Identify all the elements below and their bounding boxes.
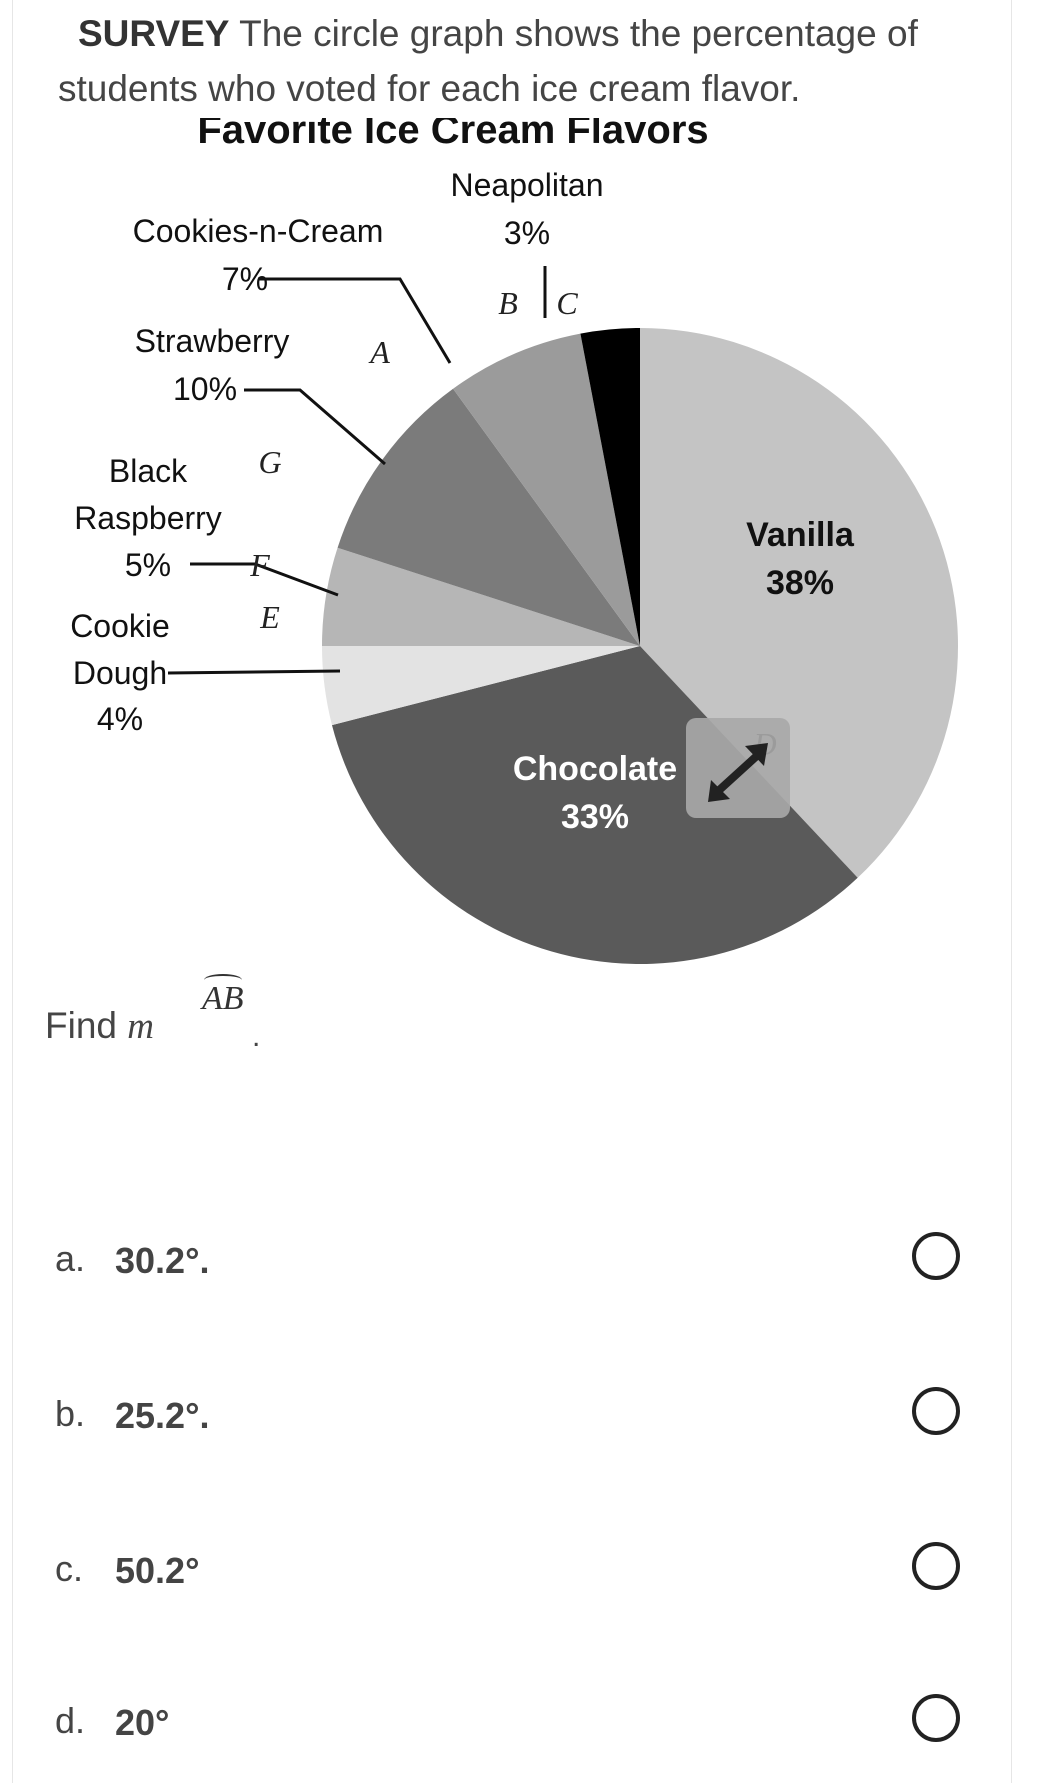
leader-line <box>244 388 386 466</box>
chart-title: Favorite Ice Cream Flavors <box>197 118 708 152</box>
radio-button[interactable] <box>912 1232 960 1280</box>
option-letter: b. <box>55 1393 86 1434</box>
point-label-g: G <box>258 444 281 480</box>
question-card: SURVEY The circle graph shows the percen… <box>12 0 1012 1783</box>
option-letter: c. <box>55 1548 84 1589</box>
measure-variable: m <box>127 1006 154 1047</box>
pie-slice-cookie-dough <box>322 646 640 726</box>
slice-label-value: 3% <box>504 215 550 251</box>
radio-button[interactable] <box>912 1694 960 1742</box>
radio-button[interactable] <box>912 1387 960 1435</box>
pie-slice-black-raspberry <box>322 547 640 646</box>
option-a[interactable]: a. 30.2°. <box>45 1230 965 1290</box>
slice-label-name: Neapolitan <box>451 167 604 203</box>
option-b[interactable]: b. 25.2°. <box>45 1385 965 1445</box>
option-letter: a. <box>55 1238 86 1279</box>
point-label-a: A <box>368 334 390 370</box>
point-label-f: F <box>249 547 270 583</box>
leader-line <box>190 562 339 597</box>
slice-label-name: Cookie <box>70 608 170 644</box>
slice-label-name: Chocolate <box>513 750 677 788</box>
pie-slice-neapolitan <box>580 328 640 646</box>
slice-label-name: Dough <box>73 655 167 691</box>
pie-slice-vanilla <box>640 328 958 878</box>
option-text: 25.2°. <box>115 1395 210 1436</box>
slice-label-value: 10% <box>173 371 237 407</box>
slice-label-name: Cookies-n-Cream <box>133 213 384 249</box>
slice-label-name: Strawberry <box>135 323 290 359</box>
slice-label-value: 5% <box>125 547 171 583</box>
question-subject: SURVEY <box>78 13 230 54</box>
pie-chart: Favorite Ice Cream Flavors Vanilla 38% Cho… <box>70 118 958 964</box>
leader-line <box>258 277 452 364</box>
slice-label-value: 38% <box>766 564 834 602</box>
option-text: 30.2°. <box>115 1240 210 1281</box>
radio-button[interactable] <box>912 1542 960 1590</box>
slice-label-name: Black <box>109 453 188 489</box>
find-text: Find <box>45 1005 117 1046</box>
option-letter: d. <box>55 1700 86 1741</box>
pie-slice-strawberry <box>337 388 640 646</box>
option-c[interactable]: c. 50.2° <box>45 1540 965 1600</box>
question-text: SURVEY The circle graph shows the percen… <box>58 6 978 116</box>
option-text: 20° <box>115 1702 170 1743</box>
option-d[interactable]: d. 20° <box>45 1692 965 1752</box>
arc-label: AB <box>202 980 244 1017</box>
slice-label-value: 4% <box>97 701 143 737</box>
prompt-period: . <box>252 1020 261 1053</box>
question-body: The circle graph shows the percentage of… <box>58 13 918 109</box>
pie-slice-chocolate <box>331 646 858 964</box>
find-prompt: Find m <box>45 1005 154 1048</box>
point-label-b: B <box>498 285 518 321</box>
point-label-c: C <box>556 285 578 321</box>
pie-slice-cookies-n-cream <box>453 333 640 646</box>
slice-label-name: Raspberry <box>74 500 222 536</box>
leader-line <box>167 669 341 675</box>
arc-notation: AB <box>202 974 244 1018</box>
slice-label-name: Vanilla <box>746 516 855 554</box>
expand-arrows-icon[interactable] <box>686 718 790 818</box>
slice-label-value: 33% <box>561 798 629 836</box>
point-label-e: E <box>259 599 280 635</box>
option-text: 50.2° <box>115 1550 200 1591</box>
